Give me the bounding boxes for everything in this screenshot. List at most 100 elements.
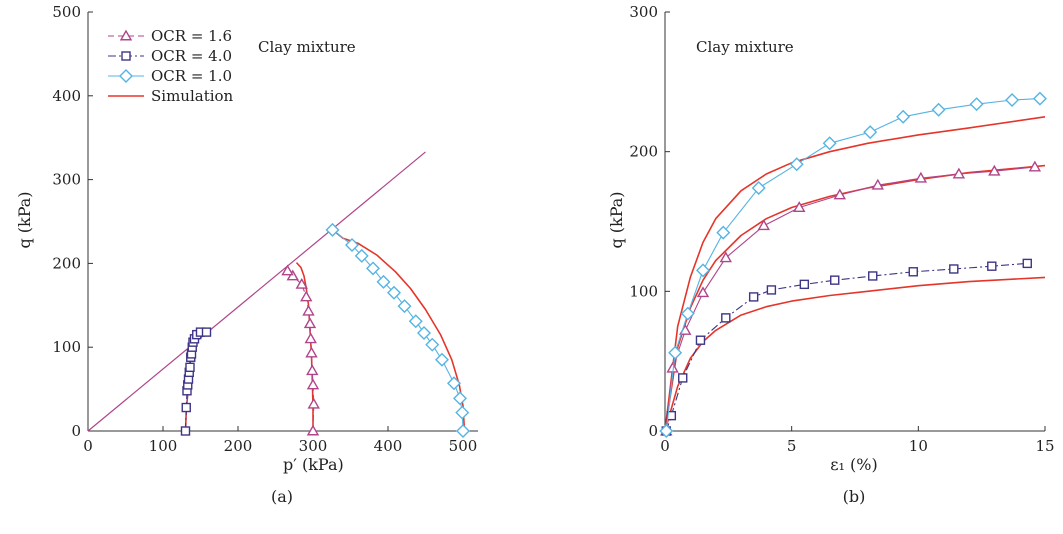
panel-b-ylabel: q (kPa) — [607, 191, 626, 248]
panel-a-plot-area: 0 100 200 300 400 500 0 100 200 300 400 500 — [52, 3, 478, 455]
panel-a-xlabel: p′ (kPa) — [283, 455, 344, 474]
data-point-ocr-1-0 — [325, 222, 340, 237]
data-point-ocr-1-6 — [307, 397, 320, 409]
data-point-ocr-4-0 — [666, 410, 677, 421]
y-tick-label: 200 — [629, 143, 658, 161]
data-point-ocr-1-0 — [345, 237, 359, 252]
data-point-ocr-1-0 — [696, 263, 710, 278]
data-point-ocr-1-0 — [659, 424, 674, 438]
data-point-ocr-1-0 — [668, 345, 683, 360]
data-point-ocr-1-0 — [366, 261, 380, 276]
data-point-ocr-1-0 — [455, 405, 470, 420]
data-point-ocr-4-0 — [766, 285, 777, 295]
data-point-ocr-4-0 — [799, 279, 810, 290]
data-point-ocr-4-0 — [201, 327, 212, 337]
y-tick-label: 100 — [629, 282, 658, 300]
y-tick-label: 300 — [52, 171, 81, 189]
legend-label: OCR = 1.6 — [151, 27, 232, 45]
panel-b: 0 5 10 15 0 100 200 300 Clay mixture ε₁ (%) q (… — [607, 3, 1055, 506]
data-point-ocr-1-0 — [789, 157, 804, 172]
x-tick-label: 300 — [299, 437, 328, 455]
data-point-ocr-1-0 — [447, 376, 461, 391]
data-point-ocr-1-0 — [931, 102, 946, 117]
simulation-curve — [664, 276, 1046, 432]
legend-marker — [121, 51, 131, 61]
x-tick-label: 200 — [224, 437, 253, 455]
data-point-ocr-1-0 — [822, 136, 837, 151]
data-point-ocr-4-0 — [908, 267, 918, 277]
data-point-ocr-1-0 — [863, 125, 878, 140]
data-point-ocr-1-0 — [716, 225, 731, 240]
simulation-curve — [664, 164, 1046, 432]
panel-b-caption: (b) — [843, 487, 866, 506]
data-point-ocr-1-6 — [1028, 160, 1042, 172]
data-point-ocr-1-6 — [302, 304, 315, 316]
data-point-ocr-1-6 — [304, 332, 317, 344]
legend-label: OCR = 4.0 — [151, 47, 232, 65]
data-point-ocr-1-6 — [303, 317, 317, 329]
data-point-ocr-4-0 — [721, 313, 731, 323]
x-tick-label: 0 — [83, 437, 93, 455]
data-point-ocr-4-0 — [987, 261, 997, 271]
panel-b-plot-area: 0 5 10 15 0 100 200 300 — [629, 3, 1054, 455]
data-point-ocr-1-6 — [295, 277, 308, 289]
simulation-curve — [664, 116, 1046, 432]
series-line-ocr-4-0 — [665, 262, 1028, 432]
data-point-ocr-1-0 — [408, 314, 423, 329]
data-point-ocr-1-0 — [354, 248, 369, 263]
data-point-ocr-4-0 — [181, 402, 191, 413]
y-tick-label: 0 — [648, 422, 658, 440]
panel-a-legend: OCR = 1.6 OCR = 4.0 OCR = 1.0 Simulation — [108, 27, 234, 105]
data-point-ocr-1-0 — [387, 285, 401, 300]
data-point-ocr-1-6 — [306, 364, 319, 376]
series-line-ocr-1-6 — [665, 166, 1035, 432]
data-point-ocr-4-0 — [1022, 258, 1032, 269]
data-point-ocr-1-6 — [281, 264, 294, 276]
legend-marker — [119, 29, 133, 41]
y-tick-label: 200 — [52, 254, 81, 272]
data-point-ocr-4-0 — [949, 264, 959, 274]
data-point-ocr-1-0 — [425, 337, 440, 352]
y-tick-label: 400 — [52, 87, 81, 105]
simulation-curve — [332, 229, 466, 432]
critical-state-line — [87, 151, 426, 432]
x-tick-label: 500 — [449, 437, 478, 455]
series-line-ocr-1-0 — [332, 229, 464, 432]
data-point-ocr-1-6 — [833, 188, 847, 200]
data-point-ocr-1-0 — [376, 274, 391, 289]
data-point-ocr-1-0 — [751, 180, 766, 195]
data-point-ocr-4-0 — [695, 335, 706, 345]
data-point-ocr-1-0 — [969, 97, 984, 112]
data-point-ocr-1-6 — [300, 290, 313, 302]
data-point-ocr-4-0 — [180, 426, 191, 436]
x-tick-label: 100 — [149, 437, 178, 455]
x-tick-label: 15 — [1035, 437, 1054, 455]
data-point-ocr-1-0 — [453, 391, 467, 406]
x-tick-label: 400 — [374, 437, 403, 455]
data-point-ocr-4-0 — [748, 292, 759, 302]
data-point-ocr-1-0 — [456, 424, 470, 438]
data-point-ocr-1-6 — [914, 171, 928, 183]
data-point-ocr-1-6 — [719, 251, 733, 263]
data-point-ocr-1-6 — [696, 286, 710, 298]
data-point-ocr-1-0 — [680, 306, 695, 321]
data-point-ocr-4-0 — [185, 362, 195, 373]
legend-label: OCR = 1.0 — [151, 67, 232, 85]
data-point-ocr-1-0 — [1032, 91, 1047, 106]
data-point-ocr-1-6 — [988, 164, 1001, 176]
data-point-ocr-4-0 — [678, 373, 688, 383]
data-point-ocr-1-6 — [793, 201, 806, 212]
panel-b-annotation: Clay mixture — [696, 38, 794, 56]
panel-a: 0 100 200 300 400 500 0 100 200 300 400 500 Clay mi… — [15, 3, 478, 506]
x-tick-label: 10 — [909, 437, 928, 455]
data-point-ocr-4-0 — [830, 275, 840, 285]
data-point-ocr-1-6 — [952, 167, 966, 179]
y-tick-label: 0 — [71, 422, 81, 440]
panel-a-caption: (a) — [271, 487, 293, 506]
data-point-ocr-1-0 — [896, 109, 911, 124]
data-point-ocr-1-0 — [1005, 93, 1020, 107]
data-point-ocr-1-6 — [306, 424, 320, 436]
data-point-ocr-1-0 — [397, 299, 412, 314]
panel-b-xlabel: ε₁ (%) — [830, 455, 877, 474]
